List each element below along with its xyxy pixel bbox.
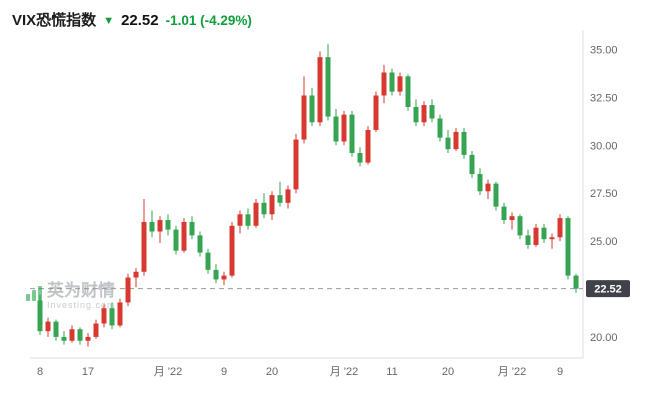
candle [45,317,51,337]
candle [565,216,571,280]
header: VIX恐慌指数 ▼ 22.52 -1.01 (-4.29%) [12,9,252,30]
candle [373,91,379,132]
candle [349,110,355,157]
svg-text:9: 9 [557,366,563,378]
candle [117,298,123,328]
candle [381,64,387,104]
candle [101,304,107,328]
candle [405,74,411,111]
candle [157,216,163,244]
candle [453,128,459,152]
candle [173,225,179,255]
candle [253,198,259,228]
candle [69,325,75,343]
x-axis-labels: 8 17 月 '22 9 20 月 '22 11 20 月 '22 9 [37,366,563,378]
candle [85,333,91,347]
svg-text:月 '22: 月 '22 [330,366,358,378]
candle [357,147,363,167]
candle [397,72,403,96]
last-price: 22.52 [121,12,159,29]
plot-borders [30,30,584,359]
candle [189,216,195,240]
svg-text:25.00: 25.00 [590,236,618,248]
candle [341,110,347,146]
candle [469,151,475,178]
candle [541,223,547,244]
candle [549,233,555,249]
candle [277,181,283,207]
candle [445,129,451,153]
candle [501,202,507,224]
candle [37,294,43,336]
candle [293,133,299,194]
candle [509,212,515,230]
price-change: -1.01 (-4.29%) [165,13,252,28]
svg-text:月 '22: 月 '22 [498,366,526,378]
candle [437,114,443,142]
candle [477,168,483,196]
svg-text:27.50: 27.50 [590,188,618,200]
candle [125,273,131,307]
svg-text:8: 8 [37,366,43,378]
price-down-arrow-icon: ▼ [103,15,115,27]
candle [141,198,147,276]
candle [333,108,339,146]
candle [493,181,499,211]
candle [245,208,251,230]
candle [237,210,243,234]
svg-text:9: 9 [221,366,227,378]
svg-text:11: 11 [386,366,397,378]
svg-text:月 '22: 月 '22 [154,366,182,378]
candle [197,231,203,257]
candle [309,87,315,127]
candle [285,185,291,209]
candle [573,273,579,293]
candle [133,267,139,288]
candle [221,271,227,286]
svg-text:22.52: 22.52 [594,284,622,296]
candle [149,210,155,238]
candle [269,191,275,221]
candle [229,221,235,278]
candle [365,126,371,165]
candle [301,76,307,144]
candle [461,128,467,159]
candle [485,179,491,199]
candle [317,51,323,127]
candle [205,248,211,274]
page-title: VIX恐慌指数 [12,12,97,29]
candle [517,214,523,240]
candle [61,331,67,345]
candle [77,327,83,345]
candle [429,99,435,123]
candle [557,214,563,242]
candle [525,229,531,249]
candle [181,218,187,253]
y-axis-labels: 35.00 32.50 30.00 27.50 25.00 20.00 [590,44,618,343]
svg-text:35.00: 35.00 [590,44,618,56]
candles [37,43,579,347]
candle [213,264,219,284]
candle [109,302,115,330]
candle [165,214,171,236]
candle [93,319,99,339]
candle [413,99,419,127]
candle [53,319,59,341]
candle [261,193,267,219]
last-price-badge: 22.52 [586,280,630,298]
svg-text:17: 17 [82,366,94,378]
candle [389,68,395,96]
svg-text:20: 20 [266,366,278,378]
candle [325,43,331,121]
svg-text:30.00: 30.00 [590,140,618,152]
svg-text:32.50: 32.50 [590,92,618,104]
candle [421,101,427,127]
candle [533,223,539,247]
svg-text:20.00: 20.00 [590,332,618,344]
svg-text:20: 20 [442,366,454,378]
